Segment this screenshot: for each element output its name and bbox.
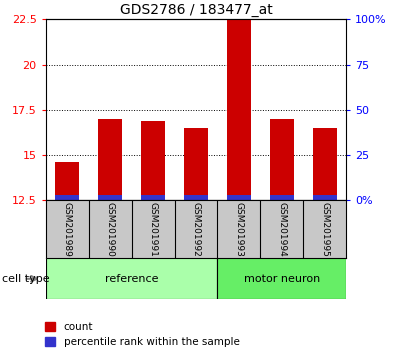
Text: GSM201991: GSM201991 (148, 202, 158, 257)
Text: GSM201995: GSM201995 (320, 202, 329, 257)
Bar (55, 195, 79, 200)
Text: GSM201994: GSM201994 (277, 202, 287, 257)
Bar (184, 195, 208, 200)
Bar (217, 258, 346, 299)
Text: motor neuron: motor neuron (244, 274, 320, 284)
Legend: count, percentile rank within the sample: count, percentile rank within the sample (45, 322, 240, 347)
Bar (141, 121, 165, 200)
Bar (270, 195, 294, 200)
Bar (313, 195, 337, 200)
Bar (313, 128, 337, 200)
Bar (98, 195, 122, 200)
Bar (270, 119, 294, 200)
Bar (55, 162, 79, 200)
Text: GSM201993: GSM201993 (234, 202, 244, 257)
Text: GSM201989: GSM201989 (63, 202, 72, 257)
Text: GSM201990: GSM201990 (105, 202, 115, 257)
Bar (184, 128, 208, 200)
Text: cell type: cell type (2, 274, 50, 284)
Title: GDS2786 / 183477_at: GDS2786 / 183477_at (120, 3, 272, 17)
Bar (46, 258, 217, 299)
Bar (98, 119, 122, 200)
Text: reference: reference (105, 274, 158, 284)
Text: GSM201992: GSM201992 (191, 202, 201, 257)
Bar (227, 19, 251, 200)
Bar (141, 195, 165, 200)
Bar (227, 195, 251, 200)
